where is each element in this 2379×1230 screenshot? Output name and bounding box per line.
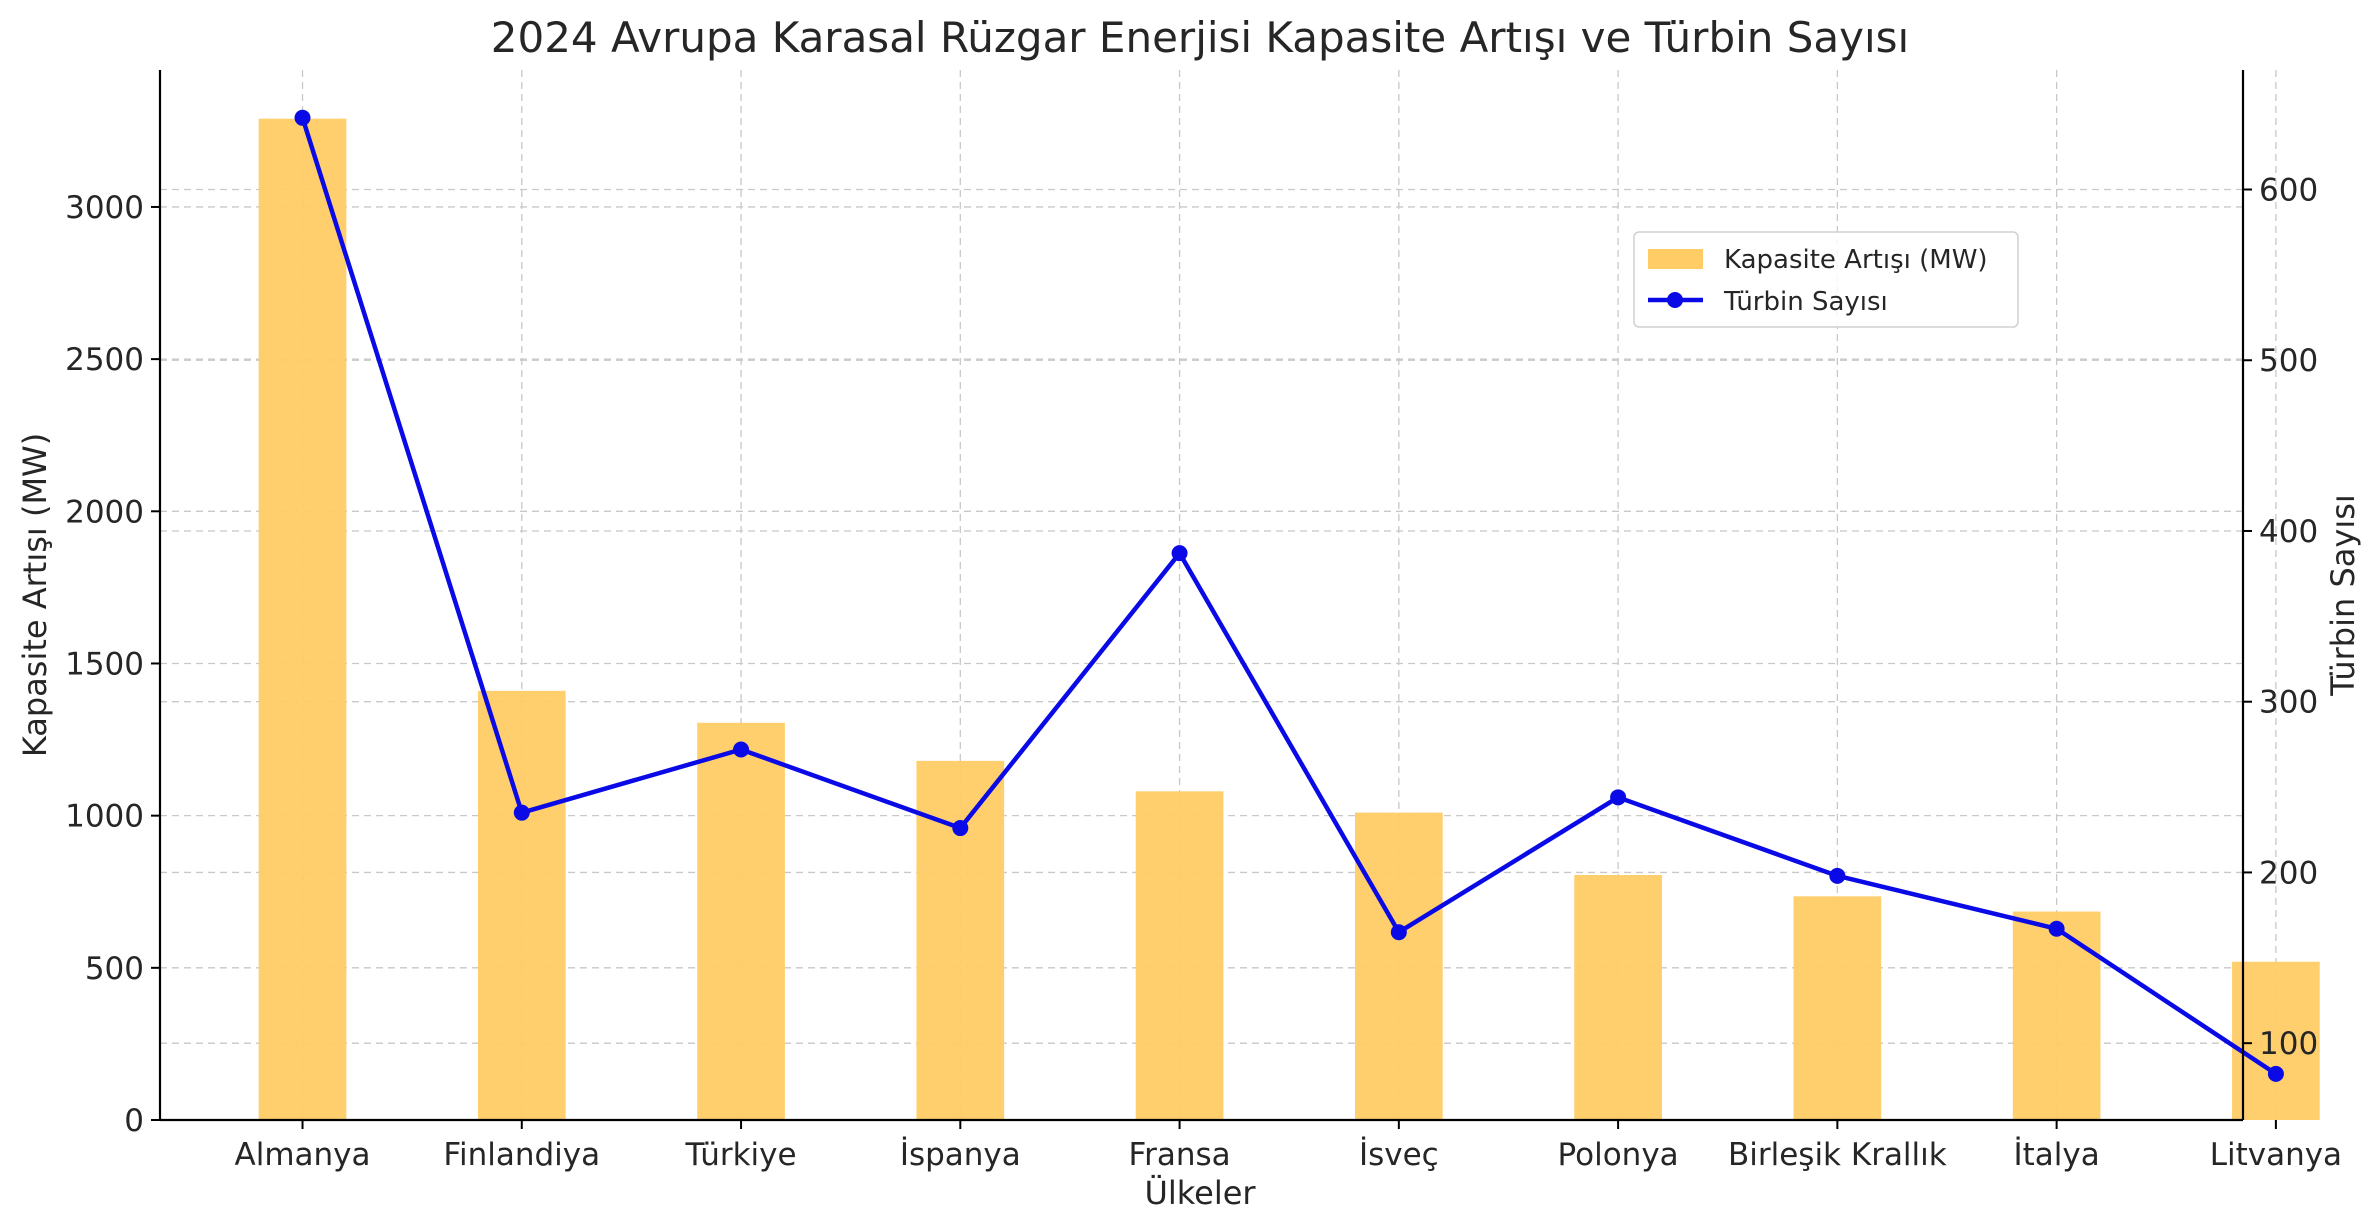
bar bbox=[697, 722, 785, 1120]
bar bbox=[258, 118, 347, 1120]
line-point bbox=[733, 741, 750, 758]
y2-tick-label: 600 bbox=[2259, 173, 2318, 209]
legend-label-bar: Kapasite Artışı (MW) bbox=[1724, 245, 1988, 275]
x-tick-label: İsveç bbox=[1359, 1137, 1439, 1173]
y-tick-label: 2500 bbox=[65, 342, 144, 378]
x-tick-label: Polonya bbox=[1558, 1137, 1679, 1173]
y2-tick-label: 500 bbox=[2259, 343, 2318, 379]
x-tick-label: Fransa bbox=[1129, 1137, 1231, 1173]
line-point bbox=[294, 109, 311, 126]
legend-swatch-bar bbox=[1648, 249, 1703, 269]
x-tick-label: Litvanya bbox=[2210, 1137, 2342, 1173]
bar bbox=[477, 690, 566, 1120]
y-tick-label: 2000 bbox=[65, 494, 144, 530]
y2-tick-label: 400 bbox=[2259, 514, 2318, 550]
y2-tick-label: 100 bbox=[2259, 1026, 2318, 1062]
y-tick-label: 1000 bbox=[65, 799, 144, 835]
line-point bbox=[2048, 920, 2065, 937]
x-tick-label: Finlandiya bbox=[443, 1137, 600, 1173]
axes: Almanya Finlandiya Türkiye İspanya Fransa İsv… bbox=[65, 70, 2342, 1173]
legend-label-line: Türbin Sayısı bbox=[1723, 287, 1888, 317]
line-point bbox=[513, 804, 530, 821]
chart-title: 2024 Avrupa Karasal Rüzgar Enerjisi Kapa… bbox=[491, 13, 1909, 62]
bar bbox=[1354, 812, 1443, 1120]
line-point bbox=[952, 820, 969, 837]
line-point bbox=[1171, 545, 1188, 562]
line-point bbox=[1829, 867, 1846, 884]
line-point bbox=[1610, 789, 1627, 806]
x-tick-label: Almanya bbox=[235, 1137, 371, 1173]
legend-marker-line bbox=[1667, 292, 1683, 308]
line-point bbox=[1390, 924, 1407, 941]
y-tick-label: 1500 bbox=[65, 646, 144, 682]
y-tick-label: 500 bbox=[85, 951, 144, 987]
line-series bbox=[294, 109, 2284, 1082]
bar bbox=[2232, 961, 2320, 1120]
x-tick-label: İspanya bbox=[900, 1137, 1021, 1173]
bar bbox=[1793, 896, 1882, 1120]
y2-tick-label: 300 bbox=[2259, 685, 2318, 721]
y-tick-label: 3000 bbox=[65, 190, 144, 226]
y-tick-label: 0 bbox=[124, 1103, 144, 1139]
bar bbox=[2012, 911, 2101, 1120]
line-point bbox=[2267, 1065, 2284, 1082]
bar bbox=[1135, 791, 1224, 1120]
y2-tick-label: 200 bbox=[2259, 855, 2318, 891]
x-tick-label: Birleşik Krallık bbox=[1728, 1137, 1947, 1173]
y2-axis-label: Türbin Sayısı bbox=[2324, 494, 2362, 697]
series-line bbox=[300, 117, 2278, 1076]
y-axis-label: Kapasite Artışı (MW) bbox=[16, 433, 54, 757]
legend-box bbox=[1633, 231, 2019, 328]
x-axis-label: Ülkeler bbox=[1144, 1174, 1256, 1212]
bar bbox=[1574, 875, 1662, 1120]
x-tick-label: İtalya bbox=[2014, 1137, 2100, 1173]
x-tick-label: Türkiye bbox=[685, 1137, 797, 1173]
legend: Kapasite Artışı (MW) Türbin Sayısı bbox=[1633, 231, 2019, 328]
